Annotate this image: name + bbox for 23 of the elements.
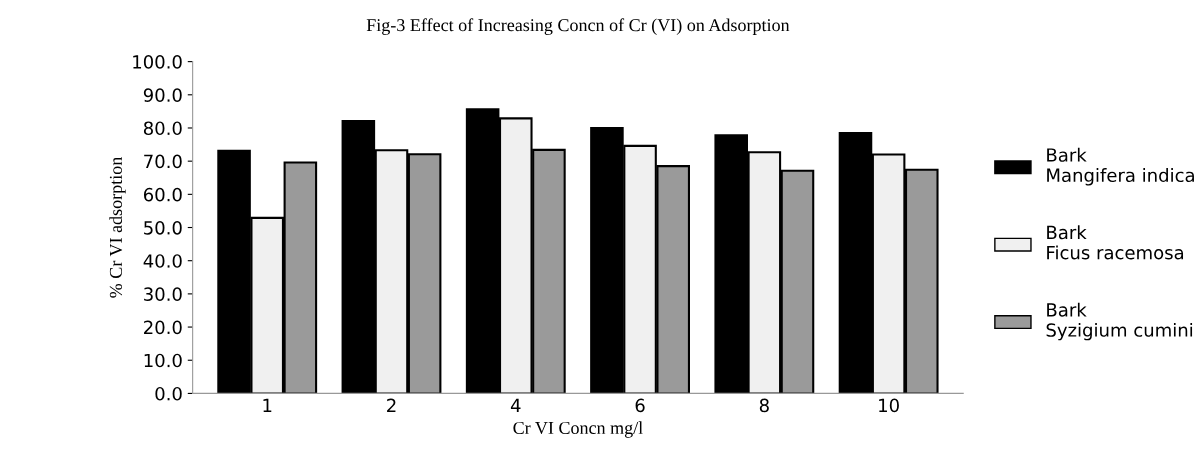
- y-axis-title: % Cr VI adsorption: [109, 156, 126, 298]
- x-tick-label: 10: [879, 398, 899, 413]
- y-tick-label: 70.0: [144, 154, 182, 169]
- y-tick-label: 100.0: [133, 55, 182, 69]
- x-tick-label: 1: [263, 398, 272, 412]
- x-axis-title: Cr VI Concn mg/l: [513, 421, 643, 438]
- chart-title: Fig-3 Effect of Increasing Concn of Cr (VI) on Adsorption: [366, 18, 790, 35]
- legend-label: Bark Mangifera indica: [1047, 147, 1194, 186]
- y-tick-label: 40.0: [143, 254, 182, 268]
- y-tick-label: 0.0: [155, 386, 182, 401]
- y-tick-label: 80.0: [143, 121, 182, 136]
- y-tick-label: 90.0: [143, 88, 182, 102]
- x-tick-label: 6: [635, 398, 645, 413]
- x-tick-label: 2: [387, 398, 396, 412]
- x-tick-label: 8: [759, 398, 769, 413]
- y-tick-label: 60.0: [143, 187, 182, 202]
- y-tick-label: 50.0: [144, 220, 182, 235]
- y-tick-label: 10.0: [144, 353, 182, 368]
- legend-label: Bark Ficus racemosa: [1047, 225, 1184, 260]
- legend-label: Bark Syzigium cumini: [1046, 302, 1193, 341]
- y-tick-label: 20.0: [144, 320, 182, 335]
- y-tick-label: 30.0: [144, 287, 182, 301]
- x-tick-label: 4: [510, 398, 521, 412]
